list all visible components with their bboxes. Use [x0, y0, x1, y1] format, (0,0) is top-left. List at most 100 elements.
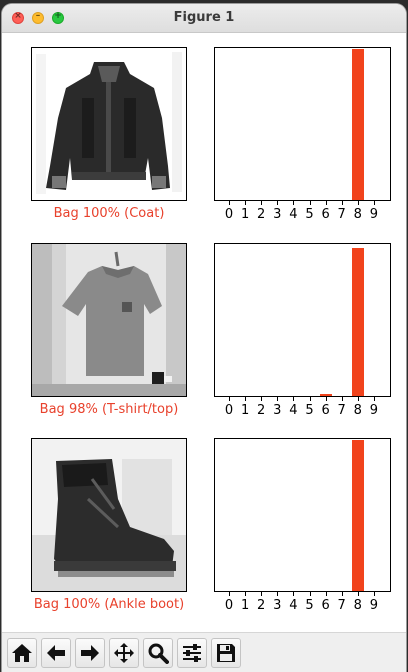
x-tick-mark — [277, 201, 279, 205]
image-axes-ankle-boot — [31, 438, 187, 592]
x-tick-label: 4 — [289, 207, 298, 222]
x-tick-label: 2 — [257, 598, 266, 613]
x-tick-mark — [341, 592, 343, 596]
image-axes-tshirt — [31, 243, 187, 397]
x-tick-label: 1 — [240, 598, 250, 613]
coat-image — [32, 48, 186, 200]
tshirt-image — [32, 244, 186, 396]
x-tick-label: 7 — [337, 403, 346, 418]
x-tick-label: 8 — [353, 598, 362, 613]
x-tick-label: 9 — [369, 598, 379, 613]
x-tick-mark — [309, 397, 311, 401]
x-tick-mark — [293, 592, 295, 596]
x-tick-label: 7 — [337, 598, 346, 613]
probability-bar-8 — [351, 49, 364, 200]
title-bar: × – + Figure 1 — [2, 4, 406, 33]
minimize-icon: – — [35, 11, 41, 21]
x-tick-mark — [373, 592, 375, 596]
x-tick-label: 0 — [224, 403, 234, 418]
x-tick-label: 9 — [369, 403, 379, 418]
x-tick-mark — [229, 201, 230, 205]
x-tick-mark — [293, 397, 295, 401]
x-tick-mark — [277, 592, 279, 596]
navigation-toolbar — [2, 632, 406, 672]
forward-arrow-icon — [81, 645, 99, 661]
configure-subplots-icon — [183, 644, 201, 662]
x-tick-label: 2 — [257, 207, 266, 222]
x-tick-mark — [245, 397, 247, 401]
x-tick-label: 0 — [224, 207, 234, 222]
x-tick-mark — [309, 201, 311, 205]
x-tick-label: 5 — [305, 403, 314, 418]
ankle-boot-image — [32, 439, 186, 591]
x-tick-mark — [261, 397, 263, 401]
x-tick-mark — [261, 201, 263, 205]
maximize-window-button[interactable]: + — [52, 11, 64, 24]
zoom-icon — [148, 643, 169, 664]
close-window-button[interactable]: × — [12, 11, 24, 24]
x-tick-mark — [277, 397, 279, 401]
x-tick-label: 3 — [273, 598, 282, 613]
window-title: Figure 1 — [173, 10, 235, 25]
x-tick-mark — [325, 201, 327, 205]
forward-button[interactable] — [75, 638, 105, 668]
probability-bar-6 — [319, 394, 332, 396]
x-tick-label: 5 — [305, 598, 314, 613]
x-tick-mark — [245, 201, 247, 205]
x-tick-label: 6 — [321, 598, 330, 613]
prediction-caption-2: Bag 98% (T-shirt/top) — [39, 402, 179, 417]
back-arrow-icon — [47, 645, 65, 661]
x-tick-mark — [293, 201, 295, 205]
x-tick-mark — [341, 397, 343, 401]
configure-subplots-button[interactable] — [177, 638, 207, 668]
probability-bar-8 — [351, 440, 364, 591]
x-tick-label: 4 — [289, 403, 298, 418]
maximize-icon: + — [54, 11, 62, 21]
x-tick-label: 0 — [224, 598, 234, 613]
x-tick-label: 8 — [353, 207, 362, 222]
prediction-caption-1: Bag 100% (Coat) — [53, 206, 165, 221]
figure-window: × – + Figure 1 — [2, 4, 406, 672]
pan-button[interactable] — [109, 638, 139, 668]
save-icon — [217, 644, 235, 662]
x-tick-mark — [341, 201, 343, 205]
x-tick-label: 5 — [305, 207, 314, 222]
x-tick-mark — [245, 592, 247, 596]
x-tick-label: 3 — [273, 207, 282, 222]
image-axes-coat — [31, 47, 187, 201]
x-tick-label: 2 — [257, 403, 266, 418]
x-tick-label: 9 — [369, 207, 379, 222]
x-tick-label: 7 — [337, 207, 346, 222]
x-tick-label: 1 — [240, 403, 250, 418]
back-button[interactable] — [41, 638, 71, 668]
x-tick-mark — [373, 201, 375, 205]
x-tick-mark — [229, 592, 230, 596]
x-tick-mark — [325, 397, 327, 401]
home-icon — [12, 644, 32, 662]
x-tick-label: 6 — [321, 403, 330, 418]
pan-icon — [114, 643, 134, 663]
x-tick-mark — [357, 397, 359, 401]
x-tick-mark — [373, 397, 375, 401]
x-tick-label: 1 — [240, 207, 250, 222]
x-tick-label: 4 — [289, 598, 298, 613]
x-tick-mark — [261, 592, 263, 596]
close-icon: × — [14, 11, 22, 21]
home-button[interactable] — [7, 638, 37, 668]
zoom-button[interactable] — [143, 638, 173, 668]
prediction-caption-3: Bag 100% (Ankle boot) — [33, 597, 185, 612]
x-tick-mark — [357, 592, 359, 596]
x-tick-mark — [229, 397, 230, 401]
save-button[interactable] — [211, 638, 241, 668]
minimize-window-button[interactable]: – — [32, 11, 44, 24]
x-tick-mark — [309, 592, 311, 596]
x-tick-label: 6 — [321, 207, 330, 222]
x-tick-label: 8 — [353, 403, 362, 418]
